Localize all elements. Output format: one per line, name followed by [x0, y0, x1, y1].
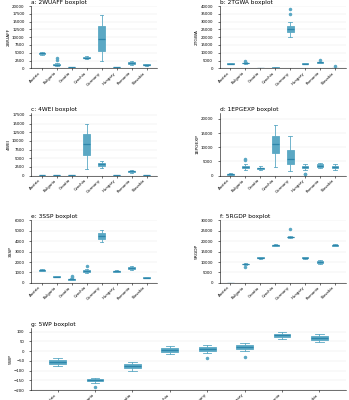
- PathPatch shape: [38, 270, 45, 271]
- PathPatch shape: [128, 171, 135, 172]
- PathPatch shape: [98, 26, 105, 51]
- PathPatch shape: [287, 237, 294, 238]
- PathPatch shape: [83, 57, 90, 58]
- PathPatch shape: [287, 150, 294, 164]
- Y-axis label: 2TGWA: 2TGWA: [195, 29, 199, 45]
- Y-axis label: 5RGDP: 5RGDP: [195, 244, 199, 259]
- PathPatch shape: [311, 336, 328, 340]
- PathPatch shape: [53, 64, 60, 65]
- PathPatch shape: [272, 245, 279, 246]
- PathPatch shape: [317, 164, 324, 167]
- PathPatch shape: [332, 245, 339, 246]
- PathPatch shape: [128, 267, 135, 269]
- PathPatch shape: [317, 261, 324, 263]
- PathPatch shape: [143, 277, 150, 278]
- Text: a: 2WUAFF boxplot: a: 2WUAFF boxplot: [31, 0, 87, 5]
- Text: f: 5RGDP boxplot: f: 5RGDP boxplot: [220, 214, 270, 219]
- PathPatch shape: [49, 360, 66, 364]
- Y-axis label: 1EPGEXP: 1EPGEXP: [195, 134, 199, 154]
- PathPatch shape: [124, 364, 141, 368]
- PathPatch shape: [161, 348, 178, 352]
- PathPatch shape: [143, 64, 150, 65]
- PathPatch shape: [236, 345, 253, 349]
- PathPatch shape: [38, 53, 45, 54]
- PathPatch shape: [274, 334, 290, 338]
- PathPatch shape: [98, 163, 105, 166]
- PathPatch shape: [83, 270, 90, 272]
- Text: g: 5WP boxplot: g: 5WP boxplot: [31, 322, 76, 326]
- Text: c: 4WEI boxplot: c: 4WEI boxplot: [31, 107, 77, 112]
- Text: b: 2TGWA boxplot: b: 2TGWA boxplot: [220, 0, 273, 5]
- PathPatch shape: [98, 233, 105, 239]
- PathPatch shape: [199, 347, 216, 351]
- PathPatch shape: [113, 271, 120, 272]
- PathPatch shape: [302, 63, 309, 64]
- PathPatch shape: [272, 136, 279, 153]
- PathPatch shape: [227, 174, 234, 175]
- Text: d: 1EPGEXP boxplot: d: 1EPGEXP boxplot: [220, 107, 279, 112]
- PathPatch shape: [53, 276, 60, 277]
- Y-axis label: 2WUAFF: 2WUAFF: [7, 28, 10, 46]
- Y-axis label: 5WP: 5WP: [8, 354, 12, 364]
- PathPatch shape: [227, 63, 234, 64]
- PathPatch shape: [317, 62, 324, 63]
- Y-axis label: 4WEI: 4WEI: [7, 139, 10, 150]
- PathPatch shape: [68, 279, 75, 280]
- PathPatch shape: [302, 166, 309, 168]
- PathPatch shape: [242, 62, 248, 63]
- PathPatch shape: [87, 379, 103, 381]
- PathPatch shape: [332, 166, 339, 168]
- Y-axis label: 3SSP: 3SSP: [9, 246, 13, 257]
- PathPatch shape: [287, 26, 294, 32]
- PathPatch shape: [257, 168, 263, 169]
- Text: e: 3SSP boxplot: e: 3SSP boxplot: [31, 214, 78, 219]
- PathPatch shape: [128, 62, 135, 64]
- PathPatch shape: [242, 166, 248, 168]
- PathPatch shape: [83, 134, 90, 155]
